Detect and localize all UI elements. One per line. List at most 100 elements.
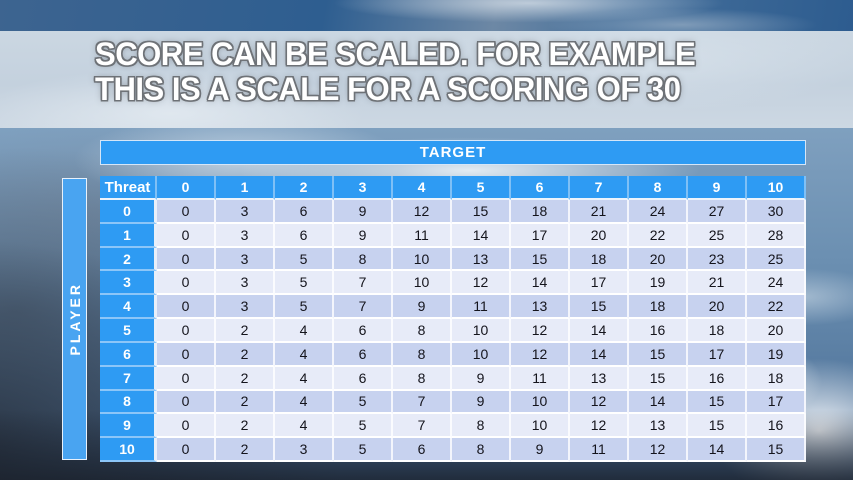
score-cell: 3 — [216, 223, 275, 248]
score-cell: 0 — [157, 319, 216, 343]
score-cell: 0 — [157, 342, 216, 367]
score-cell: 2 — [216, 390, 275, 415]
row-header-7: 7 — [100, 366, 157, 391]
score-cell: 22 — [629, 223, 688, 248]
column-header-8: 8 — [629, 176, 688, 200]
score-cell: 15 — [688, 414, 747, 439]
score-cell: 16 — [629, 319, 688, 343]
score-cell: 14 — [629, 390, 688, 415]
score-cell: 3 — [216, 271, 275, 296]
score-cell: 2 — [216, 342, 275, 367]
slide-title: SCORE CAN BE SCALED. FOR EXAMPLE THIS IS… — [95, 36, 696, 107]
score-cell: 8 — [393, 319, 452, 343]
column-header-1: 1 — [216, 176, 275, 200]
row-header-8: 8 — [100, 390, 157, 415]
score-cell: 9 — [511, 438, 570, 462]
score-cell: 13 — [570, 366, 629, 391]
score-cell: 17 — [688, 342, 747, 367]
row-header-0: 0 — [100, 200, 157, 224]
score-cell: 6 — [393, 438, 452, 462]
row-header-2: 2 — [100, 247, 157, 272]
score-cell: 18 — [629, 295, 688, 320]
score-cell: 9 — [334, 200, 393, 224]
score-cell: 25 — [688, 223, 747, 248]
score-cell: 3 — [216, 295, 275, 320]
score-cell: 19 — [747, 342, 806, 367]
score-cell: 30 — [747, 200, 806, 224]
score-cell: 27 — [688, 200, 747, 224]
score-cell: 8 — [452, 414, 511, 439]
score-cell: 20 — [747, 319, 806, 343]
score-cell: 15 — [629, 342, 688, 367]
score-cell: 8 — [393, 342, 452, 367]
score-cell: 3 — [216, 247, 275, 272]
score-cell: 8 — [452, 438, 511, 462]
score-cell: 0 — [157, 414, 216, 439]
score-cell: 18 — [511, 200, 570, 224]
score-cell: 10 — [452, 319, 511, 343]
score-cell: 24 — [629, 200, 688, 224]
score-cell: 2 — [216, 366, 275, 391]
score-cell: 6 — [334, 319, 393, 343]
score-cell: 10 — [511, 390, 570, 415]
score-cell: 3 — [216, 200, 275, 224]
score-cell: 11 — [511, 366, 570, 391]
score-cell: 2 — [216, 414, 275, 439]
score-cell: 12 — [452, 271, 511, 296]
score-cell: 4 — [275, 342, 334, 367]
score-cell: 10 — [511, 414, 570, 439]
column-header-7: 7 — [570, 176, 629, 200]
column-header-4: 4 — [393, 176, 452, 200]
score-cell: 19 — [629, 271, 688, 296]
score-cell: 3 — [275, 438, 334, 462]
score-cell: 15 — [629, 366, 688, 391]
score-cell: 12 — [570, 414, 629, 439]
column-header-3: 3 — [334, 176, 393, 200]
score-cell: 14 — [452, 223, 511, 248]
score-cell: 11 — [393, 223, 452, 248]
score-cell: 0 — [157, 223, 216, 248]
score-cell: 4 — [275, 366, 334, 391]
row-header-5: 5 — [100, 319, 157, 343]
score-cell: 6 — [334, 366, 393, 391]
score-cell: 4 — [275, 390, 334, 415]
score-cell: 2 — [216, 319, 275, 343]
score-cell: 0 — [157, 247, 216, 272]
score-cell: 16 — [688, 366, 747, 391]
score-cell: 14 — [570, 319, 629, 343]
row-header-10: 10 — [100, 438, 157, 462]
score-cell: 12 — [511, 319, 570, 343]
score-cell: 14 — [688, 438, 747, 462]
score-cell: 15 — [452, 200, 511, 224]
score-cell: 10 — [393, 247, 452, 272]
title-band: SCORE CAN BE SCALED. FOR EXAMPLE THIS IS… — [0, 31, 853, 128]
score-cell: 0 — [157, 390, 216, 415]
score-cell: 17 — [747, 390, 806, 415]
score-cell: 12 — [511, 342, 570, 367]
score-cell: 13 — [511, 295, 570, 320]
score-cell: 12 — [629, 438, 688, 462]
score-cell: 20 — [629, 247, 688, 272]
score-cell: 5 — [275, 247, 334, 272]
score-cell: 5 — [275, 271, 334, 296]
title-line-1: SCORE CAN BE SCALED. FOR EXAMPLE — [95, 36, 696, 72]
title-line-2: THIS IS A SCALE FOR A SCORING OF 30 — [95, 71, 681, 107]
score-cell: 7 — [393, 414, 452, 439]
score-cell: 6 — [275, 223, 334, 248]
score-cell: 0 — [157, 271, 216, 296]
score-cell: 6 — [275, 200, 334, 224]
score-cell: 0 — [157, 366, 216, 391]
score-cell: 12 — [393, 200, 452, 224]
score-cell: 2 — [216, 438, 275, 462]
score-cell: 11 — [570, 438, 629, 462]
score-cell: 13 — [452, 247, 511, 272]
score-cell: 20 — [570, 223, 629, 248]
score-cell: 5 — [334, 438, 393, 462]
score-cell: 4 — [275, 319, 334, 343]
score-cell: 11 — [452, 295, 511, 320]
score-cell: 7 — [334, 295, 393, 320]
score-cell: 0 — [157, 295, 216, 320]
score-cell: 28 — [747, 223, 806, 248]
row-header-4: 4 — [100, 295, 157, 320]
score-cell: 10 — [452, 342, 511, 367]
